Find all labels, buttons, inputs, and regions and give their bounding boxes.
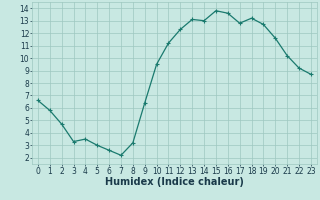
X-axis label: Humidex (Indice chaleur): Humidex (Indice chaleur) bbox=[105, 177, 244, 187]
